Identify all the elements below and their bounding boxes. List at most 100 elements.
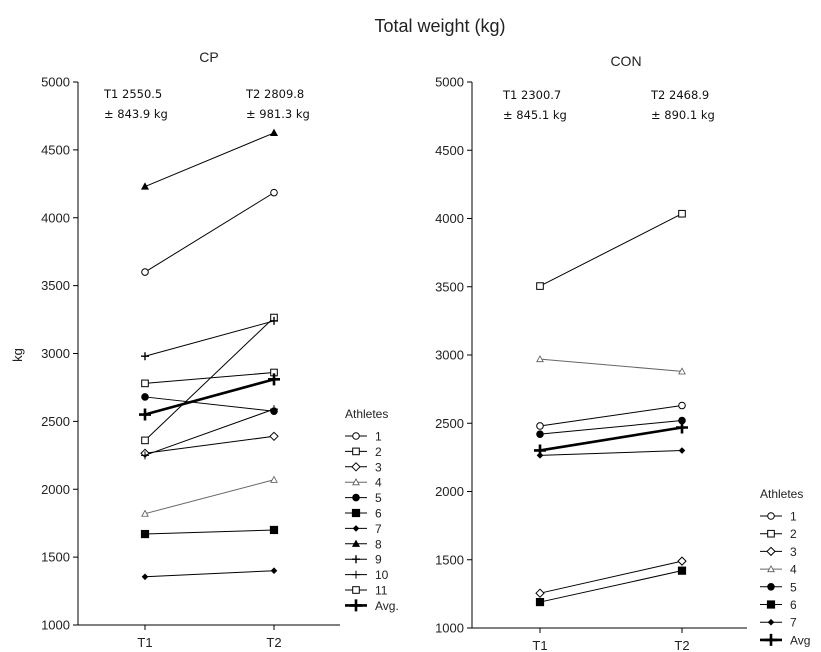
y-tick-label: 3000 [435, 348, 464, 363]
series-line-1 [539, 405, 683, 427]
y-tick-label: 4000 [435, 211, 464, 226]
series-line-2 [539, 213, 683, 287]
legend-marker-2 [767, 529, 775, 538]
legend-label-5: 5 [790, 580, 797, 594]
legend-marker-10 [352, 570, 360, 579]
legend-marker-1 [767, 512, 775, 520]
series-line-10 [144, 408, 275, 456]
legend-label-2: 2 [375, 445, 382, 459]
legend-label-5: 5 [375, 491, 382, 505]
series-line-5 [539, 420, 683, 435]
y-tick-label: 3500 [41, 278, 70, 293]
series-line-7 [539, 450, 683, 456]
y-axis-label-cp: kg [10, 348, 25, 362]
y-tick-label: 3500 [435, 279, 464, 294]
legend-marker-9 [352, 555, 360, 564]
series-line-7 [144, 570, 275, 578]
x-tick-label: T2 [266, 635, 281, 650]
y-tick-label: 4500 [435, 143, 464, 158]
point-6-t2 [269, 525, 279, 535]
series-line-1 [144, 192, 275, 273]
legend-marker-11 [352, 586, 360, 594]
point-2-t1 [536, 282, 544, 290]
series-line-6 [539, 570, 683, 603]
y-tick-label: 2500 [41, 414, 70, 429]
legend-label-2: 2 [790, 527, 797, 541]
y-tick-label: 2500 [435, 416, 464, 431]
series-line-4 [144, 479, 275, 515]
legend-marker-Avg [765, 633, 777, 646]
y-tick-label: 4500 [41, 142, 70, 157]
legend-marker-Avg. [350, 599, 362, 612]
series-line-3 [144, 435, 275, 454]
x-tick-label: T1 [532, 638, 547, 652]
y-tick-label: 5000 [435, 75, 464, 90]
y-tick-label: 1500 [435, 552, 464, 567]
legend-label-6: 6 [375, 507, 382, 521]
point-10-t1 [141, 451, 149, 460]
point-3-t2 [677, 556, 687, 566]
point-6-t1 [140, 529, 150, 539]
point-9-t2 [270, 316, 278, 325]
legend-marker-1 [352, 432, 360, 440]
legend-label-1: 1 [375, 430, 382, 444]
legend-label-Avg.: Avg. [375, 599, 399, 613]
annotation-t1-line2-con: ± 845.1 kg [503, 108, 567, 122]
annotation-t2-line1-cp: T2 2809.8 [245, 87, 304, 101]
series-line-4 [539, 358, 683, 372]
legend-label-10: 10 [375, 568, 389, 582]
panel-con: CON T1 2300.7 ± 845.1 kg T2 2468.9 ± 890… [435, 53, 810, 652]
point-9-t1 [141, 352, 149, 361]
legend-label-3: 3 [790, 545, 797, 559]
panel-title-cp: CP [199, 49, 218, 65]
point-Avg-t2 [676, 421, 688, 434]
series-line-9 [144, 320, 275, 357]
legend-marker-3 [766, 546, 776, 557]
point-6-t1 [535, 597, 545, 607]
legend-label-8: 8 [375, 537, 382, 551]
point-Avg.-t1 [139, 408, 151, 421]
point-7-t2 [270, 567, 278, 575]
point-7-t1 [141, 573, 149, 581]
series-line-8 [144, 132, 275, 187]
x-tick-label: T1 [137, 635, 152, 650]
legend-marker-2 [352, 447, 360, 456]
legend-marker-7 [352, 525, 360, 532]
annotation-t1-line1-con: T1 2300.7 [502, 88, 561, 102]
point-1-t2 [678, 401, 686, 410]
annotation-t1-line2-cp: ± 843.9 kg [104, 107, 168, 121]
point-1-t1 [141, 268, 149, 276]
figure-title: Total weight (kg) [374, 16, 505, 36]
point-3-t2 [269, 431, 279, 442]
annotation-t2-line2-cp: ± 981.3 kg [246, 107, 310, 121]
legend-marker-4 [767, 565, 775, 573]
legend-marker-3 [351, 462, 361, 472]
y-tick-label: 5000 [41, 75, 70, 90]
point-8-t2 [269, 128, 279, 137]
legend-marker-6 [351, 508, 361, 518]
y-tick-label: 1000 [435, 621, 464, 636]
point-1-t1 [536, 422, 544, 430]
y-tick-label: 1000 [41, 618, 70, 633]
legend-label-6: 6 [790, 598, 797, 612]
legend-label-1: 1 [790, 510, 797, 524]
y-tick-label: 3000 [41, 346, 70, 361]
legend-marker-7 [767, 618, 775, 626]
series-line-Avg [539, 426, 683, 452]
panel-title-con: CON [610, 53, 641, 69]
point-2-t2 [678, 209, 686, 218]
y-tick-label: 1500 [41, 550, 70, 565]
point-10-t2 [270, 405, 278, 414]
series-line-Avg. [144, 378, 275, 416]
legend-label-9: 9 [375, 553, 382, 567]
legend-marker-8 [351, 539, 361, 547]
legend-marker-5 [767, 583, 775, 591]
legend-marker-4 [352, 478, 360, 486]
series-line-6 [144, 529, 275, 535]
legend-title: Athletes [345, 407, 388, 421]
point-11-t1 [141, 379, 149, 388]
series-line-3 [539, 560, 683, 594]
y-tick-label: 2000 [41, 482, 70, 497]
point-1-t2 [270, 188, 278, 197]
